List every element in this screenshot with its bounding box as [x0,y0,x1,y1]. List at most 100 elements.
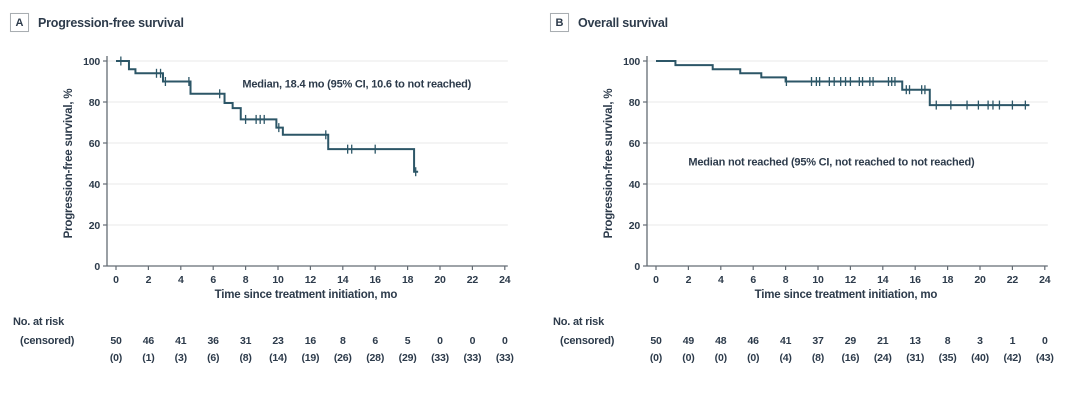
at-risk-value: 5 [405,335,411,347]
y-tick-label: 0 [94,261,100,273]
y-axis-title: Progression-free survival, % [63,89,75,239]
censored-value: (40) [971,352,989,364]
censored-value: (0) [747,352,759,364]
at-risk-value: 50 [650,335,662,347]
censored-value: (8) [812,352,824,364]
x-tick-label: 2 [686,274,692,286]
x-tick-label: 0 [653,274,659,286]
at-risk-value: 41 [175,335,187,347]
at-risk-value: 0 [502,335,508,347]
at-risk-value: 29 [845,335,857,347]
censored-value: (0) [682,352,694,364]
censored-value: (42) [1003,352,1021,364]
median-annotation: Median not reached (95% CI, not reached … [688,157,975,169]
at-risk-value: 0 [437,335,443,347]
censored-value: (43) [1036,352,1054,364]
x-tick-label: 6 [750,274,756,286]
at-risk-value: 1 [1010,335,1016,347]
at-risk-value: 23 [272,335,284,347]
y-tick-label: 80 [89,97,101,109]
censored-value: (1) [142,352,154,364]
risk-table-label: No. at risk [553,316,605,328]
at-risk-value: 36 [208,335,220,347]
panel-a-title: Progression-free survival [38,15,184,30]
x-tick-label: 18 [402,274,414,286]
at-risk-value: 31 [240,335,252,347]
x-tick-label: 10 [812,274,824,286]
y-tick-label: 60 [629,138,641,150]
y-tick-label: 40 [89,179,101,191]
km-curve [656,60,1030,107]
at-risk-value: 46 [748,335,760,347]
x-tick-label: 12 [845,274,857,286]
panel-b-badge: B [550,13,569,32]
panel-a-header: A Progression-free survival [10,13,184,32]
x-tick-label: 6 [210,274,216,286]
panel-progression-free-survival: A Progression-free survival 0 20 40 60 80 100… [10,13,514,364]
x-tick-label: 24 [1039,274,1051,286]
x-tick-label: 12 [305,274,317,286]
x-axis-title: Time since treatment initiation, mo [215,289,398,301]
at-risk-value: 41 [780,335,792,347]
km-curve [116,60,419,173]
at-risk-value: 8 [340,335,346,347]
censored-value: (33) [496,352,514,364]
panel-b-title: Overall survival [578,15,668,30]
censored-value: (19) [301,352,319,364]
censored-value: (4) [779,352,791,364]
x-tick-label: 20 [974,274,986,286]
panel-b-header: B Overall survival [550,13,668,32]
x-tick-label: 8 [783,274,789,286]
y-tick-label: 40 [629,179,641,191]
y-tick-label: 0 [634,261,640,273]
at-risk-value: 37 [812,335,824,347]
at-risk-value: 3 [977,335,983,347]
at-risk-value: 16 [305,335,317,347]
at-risk-value: 6 [372,335,378,347]
at-risk-value: 8 [945,335,951,347]
y-axis-title: Progression-free survival, % [603,89,615,239]
at-risk-value: 0 [1042,335,1048,347]
x-tick-label: 16 [370,274,382,286]
censored-value: (33) [431,352,449,364]
at-risk-value: 50 [110,335,122,347]
at-risk-value: 49 [683,335,695,347]
censored-value: (14) [269,352,287,364]
at-risk-value: 13 [910,335,922,347]
censored-value: (35) [939,352,957,364]
x-tick-label: 4 [178,274,184,286]
x-tick-label: 0 [113,274,119,286]
y-tick-label: 100 [83,56,100,68]
x-tick-label: 10 [272,274,284,286]
censored-value: (33) [463,352,481,364]
panel-overall-survival: B Overall survival 0 20 40 60 80 100 0 2 4 6 8 10 12… [540,0,1080,400]
x-tick-label: 2 [146,274,152,286]
censored-value: (26) [334,352,352,364]
censored-value: (6) [207,352,219,364]
y-tick-label: 80 [629,97,641,109]
censored-value: (29) [399,352,417,364]
censored-value: (3) [175,352,187,364]
censored-value: (28) [366,352,384,364]
x-axis-title: Time since treatment initiation, mo [755,289,938,301]
at-risk-value: 0 [470,335,476,347]
panel-a-badge: A [10,13,29,32]
censored-value: (0) [715,352,727,364]
censored-value: (8) [239,352,251,364]
x-tick-label: 8 [243,274,249,286]
at-risk-value: 21 [877,335,889,347]
y-tick-label: 20 [629,220,641,232]
at-risk-value: 46 [143,335,155,347]
y-tick-label: 20 [89,220,101,232]
x-tick-label: 4 [718,274,724,286]
y-tick-label: 60 [89,138,101,150]
censored-value: (16) [841,352,859,364]
risk-table-label: No. at risk [13,316,65,328]
x-tick-label: 16 [910,274,922,286]
censored-value: (24) [874,352,892,364]
median-annotation: Median, 18.4 mo (95% CI, 10.6 to not rea… [242,79,471,91]
y-tick-label: 100 [623,56,640,68]
